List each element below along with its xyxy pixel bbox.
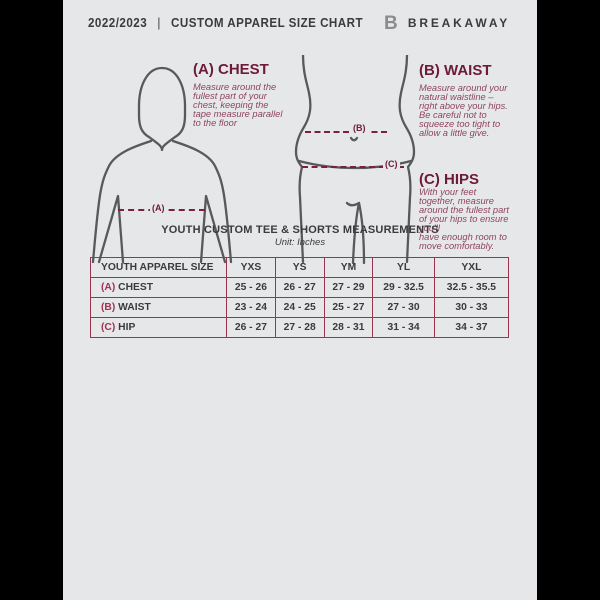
svg-text:B: B	[384, 13, 398, 34]
